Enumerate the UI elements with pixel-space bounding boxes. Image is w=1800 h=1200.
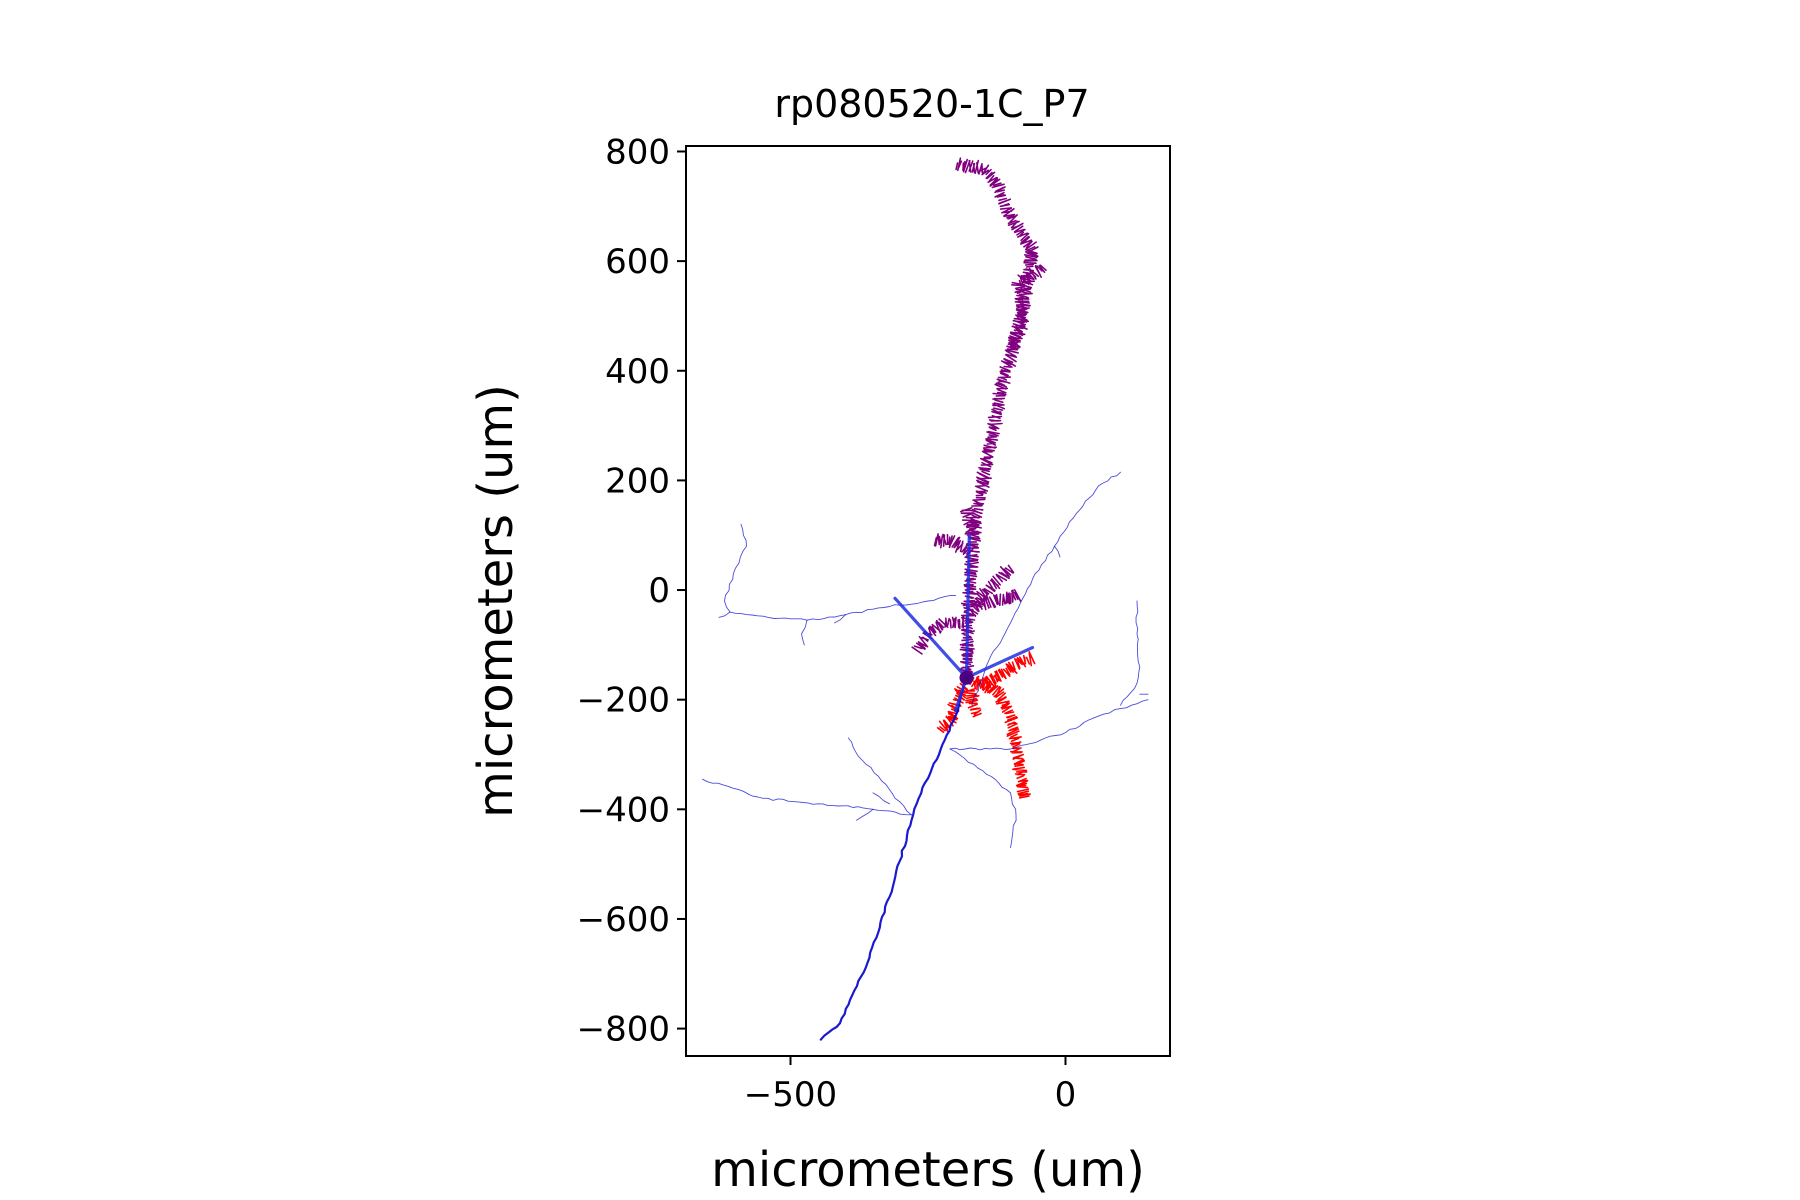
y-tick-label: −400 [577, 790, 670, 830]
basal-dendrite-branch [963, 687, 982, 718]
y-tick-label: −800 [577, 1010, 670, 1050]
y-tick-label: 600 [605, 242, 670, 282]
plot-area [685, 145, 1171, 1057]
series-apical-dendrite [911, 157, 1047, 680]
apical-dendrite-branch [1006, 264, 1047, 350]
series-axon-collaterals [702, 471, 1149, 849]
axon-collaterals-branch [949, 699, 1149, 751]
y-tick-label: −600 [577, 900, 670, 940]
axon-collaterals-branch [1054, 545, 1061, 558]
axes-frame [685, 145, 1171, 1057]
axon-collaterals-branch [872, 792, 890, 805]
y-axis-label: micrometers (um) [468, 384, 524, 818]
y-tick-label: 800 [605, 132, 670, 172]
series-basal-dendrite [936, 651, 1036, 799]
chart-title: rp080520-1C_P7 [774, 82, 1089, 126]
y-tick-label: 400 [605, 352, 670, 392]
axon-collaterals-branch [834, 614, 846, 624]
y-tick-label: −200 [577, 681, 670, 721]
y-axis: 800 600 400 200 0 −200 −400 −600 −800 [577, 132, 686, 1050]
x-axis: −500 0 [744, 1056, 1077, 1115]
axon-collaterals-branch [718, 611, 731, 618]
axon-collaterals-branch [1120, 600, 1141, 706]
apical-dendrite-branch [960, 507, 979, 536]
x-tick-label: 0 [1055, 1075, 1077, 1115]
axon-collaterals-branch [724, 523, 956, 621]
x-axis-label: micrometers (um) [711, 1142, 1145, 1198]
reconstruction-stubs-branch [964, 533, 971, 680]
neuron-morphology [702, 157, 1149, 1041]
axon-collaterals-branch [801, 619, 808, 646]
y-tick-label: 0 [648, 571, 670, 611]
series-axon-main [819, 682, 965, 1041]
axon-collaterals-branch [847, 737, 912, 816]
basal-dendrite-branch [973, 651, 1036, 691]
axon-collaterals-branch [856, 808, 874, 821]
axon-collaterals-branch [971, 471, 1121, 706]
soma-marker [959, 670, 974, 685]
reconstruction-stubs-branch [893, 596, 969, 680]
axon-collaterals-branch [949, 748, 1017, 849]
reconstruction-stubs-branch [964, 646, 1035, 680]
axon-collaterals-branch [702, 778, 912, 816]
x-tick-label: −500 [744, 1075, 837, 1115]
apical-dendrite-branch [973, 589, 1022, 612]
y-tick-label: 200 [605, 461, 670, 501]
axon-main-branch [819, 682, 965, 1041]
